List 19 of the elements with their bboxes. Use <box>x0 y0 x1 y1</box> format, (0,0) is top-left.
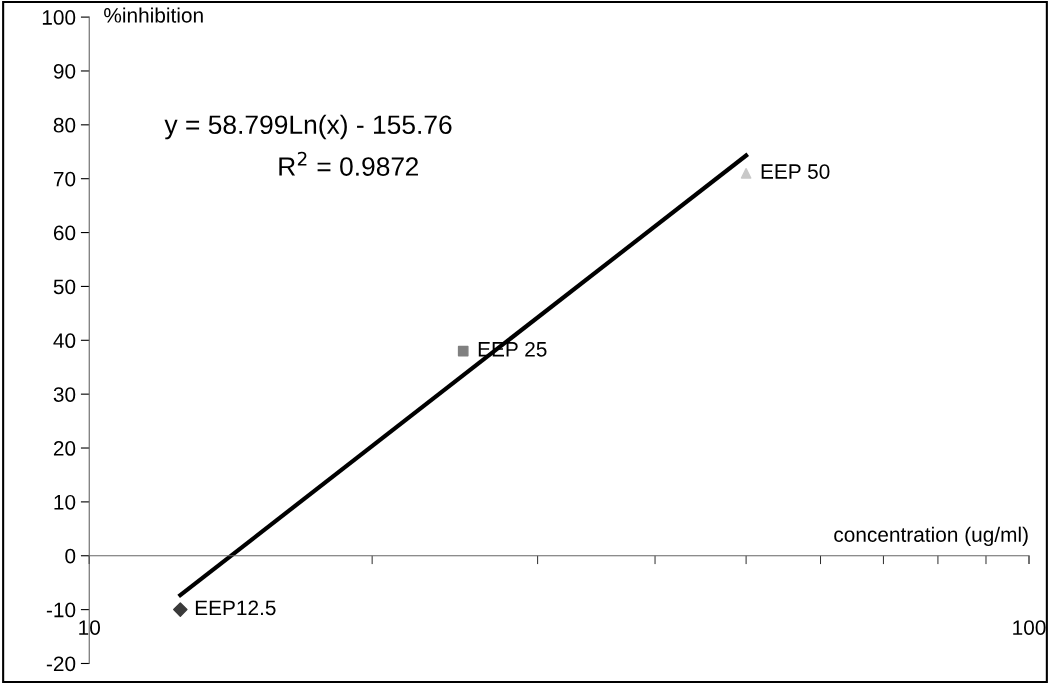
y-tick-label: 50 <box>53 279 76 295</box>
y-tick-label: -20 <box>46 656 76 672</box>
series-label: EEP 50 <box>761 164 830 179</box>
y-tick-label: 30 <box>53 387 76 402</box>
annotation: y = 58.799Ln(x) - 155.76 <box>164 114 452 140</box>
x-axis-title: concentration (ug/ml) <box>834 526 1028 547</box>
series-label: EEP12.5 <box>195 600 276 616</box>
y-tick-label: 0 <box>65 548 76 564</box>
y-tick-label: 10 <box>54 494 76 510</box>
y-tick-label: 80 <box>53 117 76 133</box>
y-tick-label: 90 <box>53 63 76 79</box>
y-tick-label: 60 <box>53 225 76 241</box>
y-tick-label: 100 <box>42 10 76 25</box>
y-tick-label: 70 <box>53 171 76 187</box>
y-axis-title: %inhibition <box>104 7 203 23</box>
y-tick-label: 20 <box>53 441 76 456</box>
y-tick-label: 40 <box>53 333 76 349</box>
annotation: R$^{2}$ = 0.9872 <box>279 151 418 176</box>
y-tick-label: -10 <box>46 602 76 618</box>
